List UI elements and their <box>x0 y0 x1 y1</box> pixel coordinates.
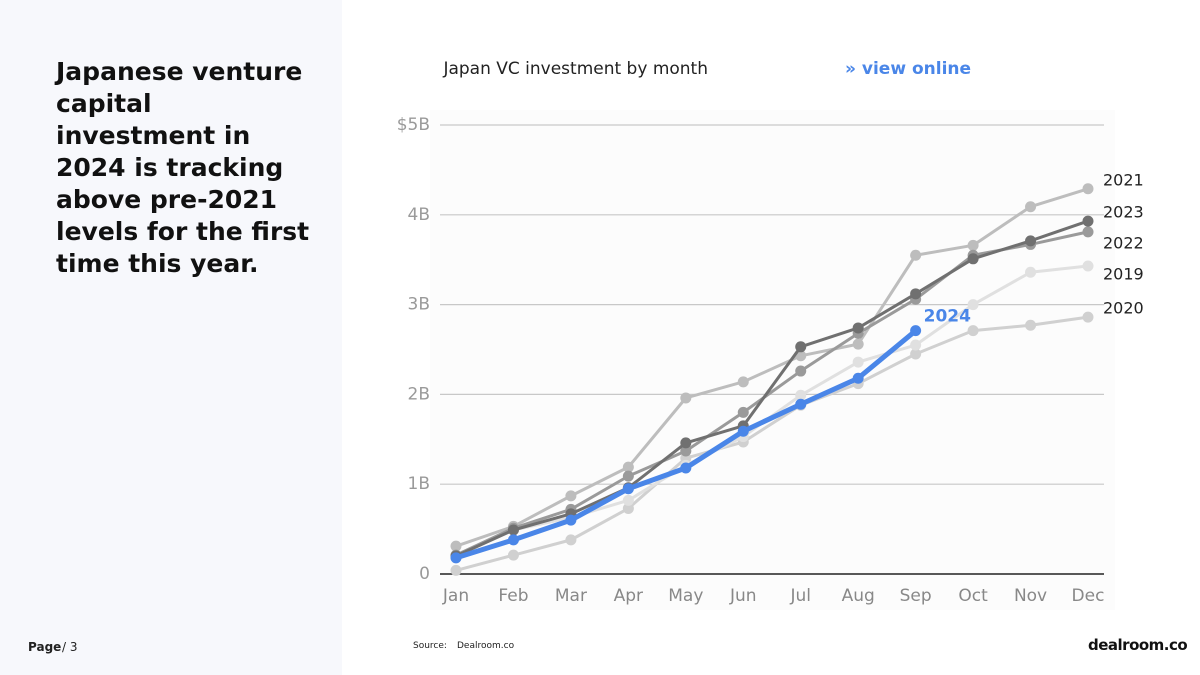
y-tick-label: 1B <box>408 474 430 494</box>
source: Dealroom.co <box>457 641 515 651</box>
data-point <box>795 398 807 410</box>
data-point <box>1082 260 1094 272</box>
y-tick-label: 2B <box>408 384 430 404</box>
x-tick-label: Feb <box>498 586 528 606</box>
data-point <box>680 437 692 449</box>
data-point <box>450 564 462 576</box>
series-line <box>455 230 1089 557</box>
plot-background <box>430 110 1115 610</box>
x-tick-label: Jun <box>729 586 757 606</box>
data-point <box>1025 319 1037 331</box>
data-point <box>852 322 864 334</box>
data-point <box>737 376 749 388</box>
data-point <box>910 288 922 300</box>
logo: dealroom.co <box>1088 636 1188 654</box>
data-point <box>1082 215 1094 227</box>
data-point <box>622 494 634 506</box>
data-point <box>450 552 462 564</box>
data-point <box>622 502 634 514</box>
data-point <box>737 425 749 437</box>
data-point <box>680 392 692 404</box>
data-point <box>737 406 749 418</box>
series-line <box>455 219 1089 558</box>
headline: Japanese venture capital investment in 2… <box>56 57 310 278</box>
data-point <box>910 339 922 351</box>
series-label: 2020 <box>1103 299 1144 318</box>
series-label: 2021 <box>1103 170 1144 189</box>
data-point <box>852 338 864 350</box>
data-point <box>1082 226 1094 238</box>
data-point <box>680 462 692 474</box>
series-line <box>455 315 1089 572</box>
data-point <box>795 341 807 353</box>
data-point <box>852 356 864 368</box>
x-tick-label: Jan <box>442 586 469 606</box>
series-label: 2023 <box>1103 203 1144 222</box>
data-point <box>967 325 979 337</box>
series-line <box>455 187 1089 548</box>
x-tick-label: Aug <box>842 586 875 606</box>
data-point <box>622 461 634 473</box>
x-tick-label: Mar <box>555 586 587 606</box>
y-tick-label: 3B <box>408 295 430 315</box>
x-tick-label: May <box>668 586 703 606</box>
series-label: 2019 <box>1103 265 1144 284</box>
data-point <box>565 514 577 526</box>
y-tick-label: 0 <box>419 564 430 584</box>
series-label: 2024 <box>924 307 971 327</box>
data-point <box>622 470 634 482</box>
data-point <box>910 325 922 337</box>
page-number: / 3 <box>62 640 78 654</box>
data-point <box>1025 235 1037 247</box>
side-panel: Japanese venture capital investment in 2… <box>0 0 342 675</box>
data-point <box>967 253 979 265</box>
data-point <box>1025 201 1037 213</box>
data-point <box>565 490 577 502</box>
data-point <box>507 549 519 561</box>
data-point <box>565 534 577 546</box>
data-point <box>967 239 979 251</box>
x-tick-label: Oct <box>958 586 988 606</box>
y-tick-label: $5B <box>397 115 430 135</box>
data-point <box>910 249 922 261</box>
data-point <box>1082 311 1094 323</box>
data-point <box>680 445 692 457</box>
data-point <box>507 524 519 536</box>
view-online-link[interactable]: » view online <box>845 59 971 79</box>
series-label: 2022 <box>1103 234 1144 253</box>
source-label: Source: <box>413 641 447 651</box>
y-tick-label: 4B <box>408 205 430 225</box>
page-label: Page <box>28 640 62 654</box>
data-point <box>1025 266 1037 278</box>
x-tick-label: Apr <box>614 586 643 606</box>
data-point <box>852 372 864 384</box>
data-point <box>622 483 634 495</box>
x-tick-label: Dec <box>1072 586 1105 606</box>
data-point <box>967 299 979 311</box>
data-point <box>507 534 519 546</box>
chart-title: Japan VC investment by month <box>442 59 708 79</box>
data-point <box>1082 183 1094 195</box>
data-point <box>450 540 462 552</box>
x-tick-label: Sep <box>900 586 932 606</box>
data-point <box>795 389 807 401</box>
x-tick-label: Nov <box>1014 586 1047 606</box>
x-tick-label: Jul <box>789 586 811 606</box>
data-point <box>910 348 922 360</box>
data-point <box>795 365 807 377</box>
